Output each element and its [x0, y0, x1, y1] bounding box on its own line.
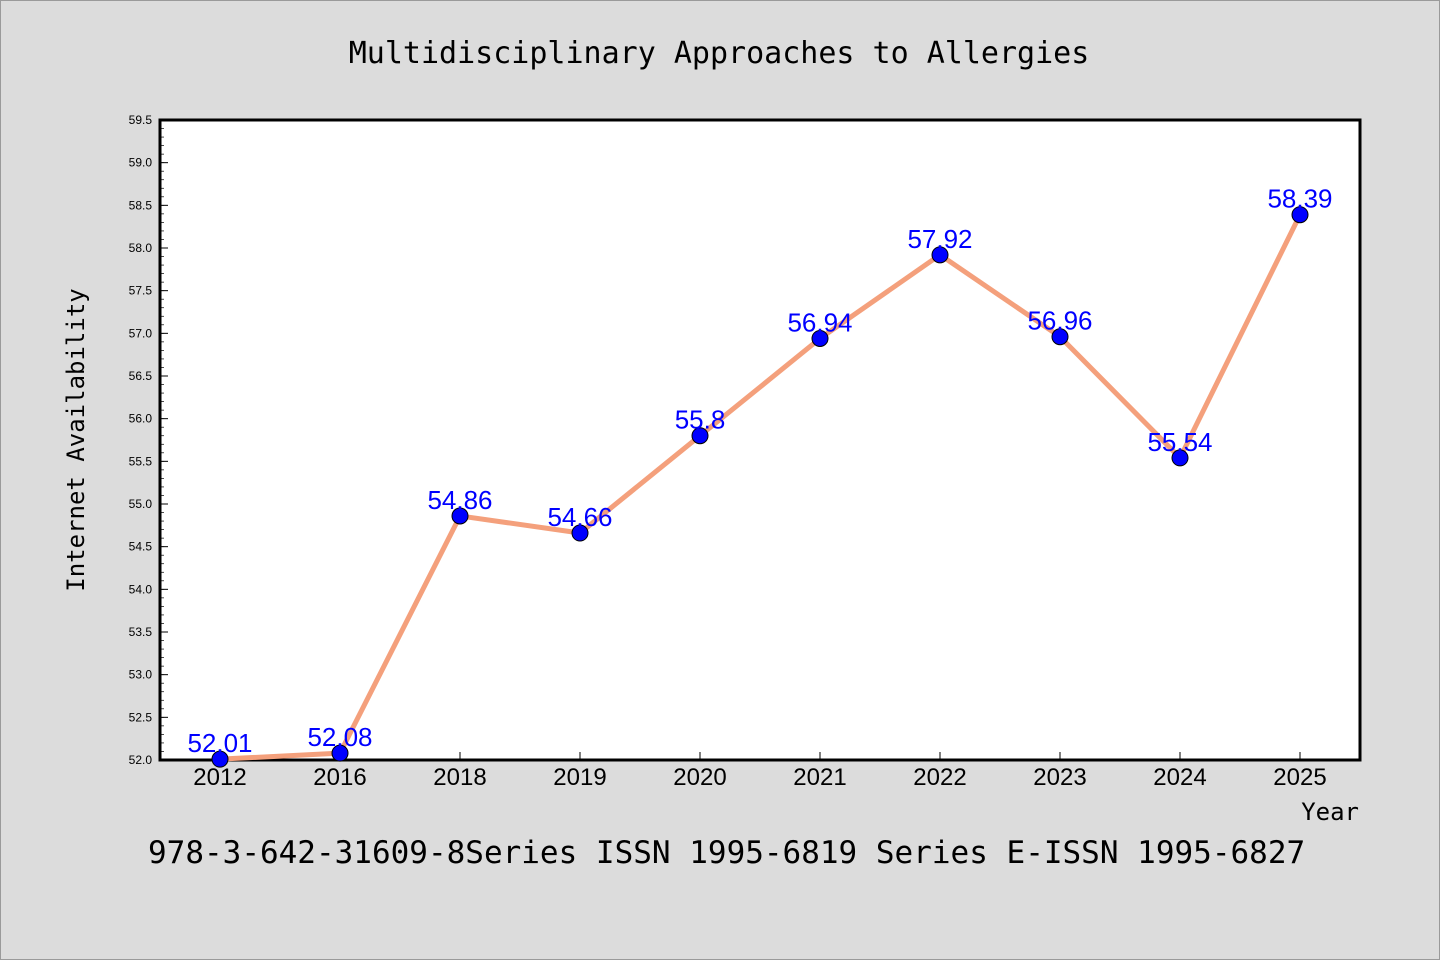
data-label: 52.01 [187, 728, 252, 758]
data-label: 55.8 [675, 405, 726, 435]
x-axis-label: Year [1301, 798, 1359, 826]
series-layer [211, 206, 1309, 768]
x-tick-label: 2021 [793, 764, 846, 791]
data-label: 54.86 [427, 485, 492, 515]
y-tick-label: 53.0 [129, 668, 153, 682]
data-label: 57.92 [907, 224, 972, 254]
x-tick-label: 2022 [913, 764, 966, 791]
data-point [811, 329, 829, 347]
x-tick-label: 2016 [313, 764, 366, 791]
y-tick-label: 54.0 [129, 582, 153, 596]
data-label: 56.94 [787, 307, 852, 337]
data-label: 55.54 [1147, 427, 1212, 457]
data-point [331, 744, 349, 762]
y-tick-label: 56.0 [129, 412, 153, 426]
data-point [931, 246, 949, 264]
y-tick-label: 59.0 [129, 156, 153, 170]
data-label: 52.08 [307, 722, 372, 752]
x-tick-label: 2012 [193, 764, 246, 791]
x-axis: 2012 2016 2018 2019 2020 2021 2022 2023 2024 2025 [193, 752, 1327, 791]
footer-isbn-text: 978-3-642-31609-8Series ISSN 1995-6819 S… [148, 835, 1305, 871]
y-tick-label: 52.5 [129, 710, 153, 724]
y-tick-label: 53.5 [129, 625, 153, 639]
y-tick-label: 58.5 [129, 198, 153, 212]
data-point [211, 750, 229, 768]
y-tick-label: 55.0 [129, 497, 153, 511]
y-tick-label: 57.0 [129, 326, 153, 340]
data-point [1171, 449, 1189, 467]
data-point [691, 427, 709, 445]
data-point [451, 507, 469, 525]
y-tick-label: 54.5 [129, 540, 153, 554]
x-tick-label: 2020 [673, 764, 726, 791]
y-tick-label: 57.5 [129, 284, 153, 298]
data-point [571, 524, 589, 542]
data-label: 56.96 [1027, 306, 1092, 336]
y-axis-label: Internet Availability [62, 288, 90, 591]
y-tick-label: 58.0 [129, 241, 153, 255]
data-labels-layer: 52.01 52.08 54.86 54.66 55.8 56.94 57.92 56.96 5… [187, 184, 1332, 758]
x-tick-label: 2018 [433, 764, 486, 791]
series-line [217, 212, 1303, 762]
chart-title: Multidisciplinary Approaches to Allergie… [349, 36, 1090, 71]
data-label: 58.39 [1267, 184, 1332, 214]
x-tick-label: 2024 [1153, 764, 1206, 791]
y-tick-label: 59.5 [129, 113, 153, 127]
data-point [1291, 206, 1309, 224]
x-tick-label: 2019 [553, 764, 606, 791]
y-tick-label: 52.0 [129, 753, 153, 767]
y-tick-label: 56.5 [129, 369, 153, 383]
x-tick-label: 2023 [1033, 764, 1086, 791]
data-point [1051, 328, 1069, 346]
y-axis: 52.0 52.5 53.0 53.5 54.0 54.5 55.0 55.5 56.0 56.5… [129, 113, 168, 767]
x-tick-label: 2025 [1273, 764, 1326, 791]
data-label: 54.66 [547, 502, 612, 532]
y-tick-label: 55.5 [129, 454, 153, 468]
